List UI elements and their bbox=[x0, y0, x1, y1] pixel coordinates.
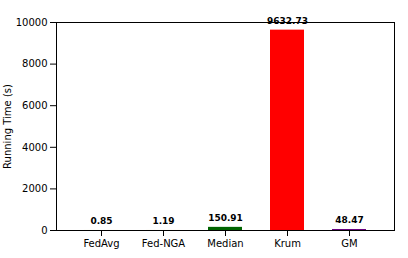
svg-text:Fed-NGA: Fed-NGA bbox=[142, 238, 186, 249]
svg-text:6000: 6000 bbox=[22, 100, 47, 111]
svg-text:4000: 4000 bbox=[22, 142, 47, 153]
svg-text:Krum: Krum bbox=[274, 238, 301, 249]
svg-text:0: 0 bbox=[41, 225, 47, 236]
svg-text:Running Time (s): Running Time (s) bbox=[2, 84, 13, 169]
svg-text:0.85: 0.85 bbox=[90, 216, 112, 226]
svg-text:48.47: 48.47 bbox=[335, 215, 363, 225]
svg-text:10000: 10000 bbox=[16, 17, 48, 28]
svg-text:150.91: 150.91 bbox=[208, 213, 243, 223]
svg-text:8000: 8000 bbox=[22, 58, 47, 69]
svg-text:1.19: 1.19 bbox=[152, 216, 174, 226]
svg-text:GM: GM bbox=[341, 238, 357, 249]
svg-text:2000: 2000 bbox=[22, 183, 47, 194]
svg-text:9632.73: 9632.73 bbox=[267, 16, 308, 26]
svg-text:Median: Median bbox=[207, 238, 243, 249]
svg-text:FedAvg: FedAvg bbox=[83, 238, 119, 249]
